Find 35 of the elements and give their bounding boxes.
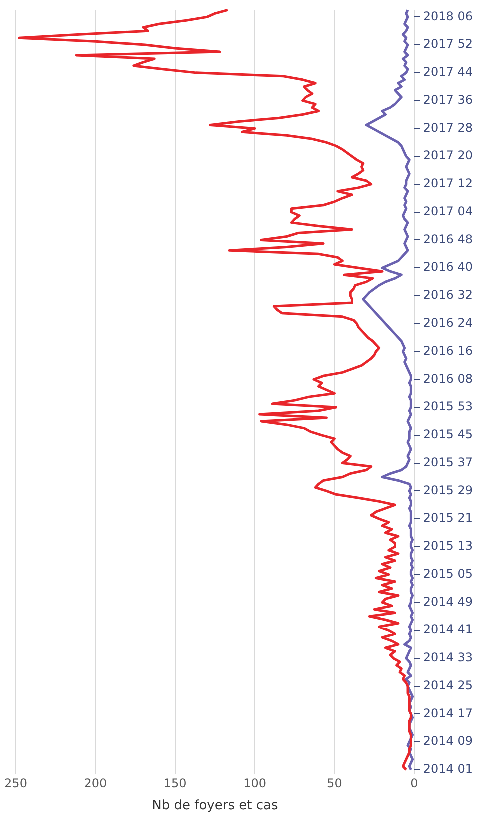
y-tick-label: 2014 09 <box>423 734 473 748</box>
y-tick-label: 2014 25 <box>423 678 473 692</box>
x-tick-label: 50 <box>327 776 342 790</box>
y-tick-label: 2017 28 <box>423 120 473 135</box>
y-tick-label: 2015 29 <box>423 483 473 498</box>
x-tick-label: 100 <box>244 776 266 790</box>
y-tick-label: 2014 33 <box>423 650 473 665</box>
y-tick-label: 2015 05 <box>423 566 473 581</box>
y-tick-label: 2016 24 <box>423 316 473 330</box>
y-tick-label: 2017 12 <box>423 176 473 191</box>
y-tick-label: 2014 41 <box>423 622 473 637</box>
x-tick-label: 250 <box>4 776 28 790</box>
y-tick-label: 2017 36 <box>423 92 473 107</box>
y-tick-label: 2018 06 <box>423 9 473 24</box>
y-tick-label: 2017 04 <box>423 204 473 218</box>
y-tick-label: 2017 20 <box>423 148 473 163</box>
y-tick-label: 2017 44 <box>423 65 473 80</box>
x-tick-label: 200 <box>84 776 108 790</box>
y-tick-label: 2014 17 <box>423 706 473 720</box>
y-tick-label: 2015 53 <box>423 400 473 414</box>
y-tick-label: 2015 45 <box>423 428 473 442</box>
y-tick-label: 2014 01 <box>423 762 473 776</box>
x-tick-label: 0 <box>410 776 418 790</box>
y-tick-label: 2014 49 <box>423 594 473 609</box>
y-tick-label: 2015 13 <box>423 539 473 554</box>
x-axis-title: Nb de foyers et cas <box>152 798 278 814</box>
y-tick-label: 2016 48 <box>423 232 473 246</box>
y-tick-label: 2016 32 <box>423 288 473 302</box>
y-tick-label: 2016 40 <box>423 260 473 274</box>
y-tick-label: 2015 21 <box>423 511 473 526</box>
x-tick-label: 150 <box>164 776 187 790</box>
y-tick-label: 2017 52 <box>423 37 473 52</box>
y-tick-label: 2015 37 <box>423 455 473 470</box>
y-tick-label: 2016 08 <box>423 372 473 386</box>
y-tick-label: 2016 16 <box>423 344 473 358</box>
